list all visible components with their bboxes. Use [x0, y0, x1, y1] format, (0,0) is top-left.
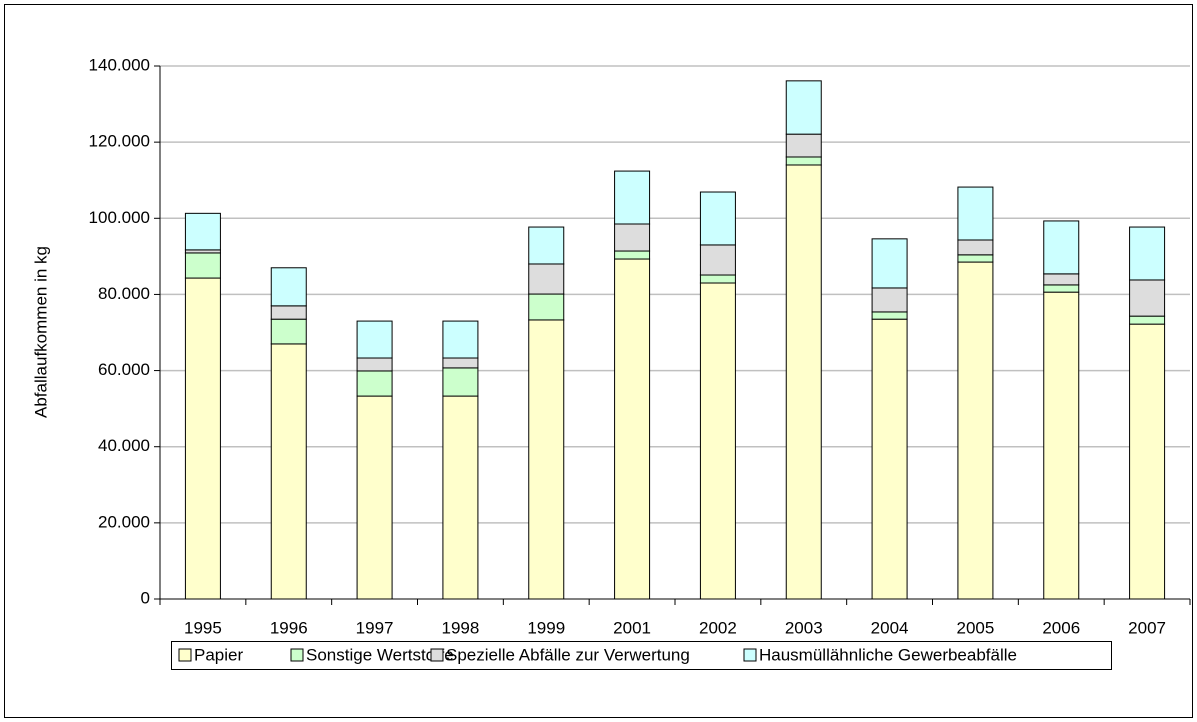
- bar-segment: [270, 318, 307, 345]
- bar-segment: [356, 370, 393, 397]
- bar-segment: [957, 239, 994, 256]
- bar-segment: [442, 395, 479, 600]
- bar-segment: [1043, 220, 1080, 275]
- bar-segment: [1129, 226, 1166, 281]
- chart-frame: [4, 4, 1193, 718]
- bar-segment: [957, 254, 994, 263]
- x-tick-label: 1996: [270, 618, 308, 637]
- legend-label: Spezielle Abfälle zur Verwertung: [446, 645, 690, 664]
- x-tick-label: 2001: [613, 618, 651, 637]
- y-tick-label: 20.000: [98, 512, 150, 531]
- bar-segment: [184, 252, 221, 279]
- x-tick-label: 1998: [442, 618, 480, 637]
- bar-segment: [614, 223, 651, 252]
- bar-segment: [785, 156, 822, 166]
- bar-segment: [528, 263, 565, 295]
- bar-segment: [699, 191, 736, 246]
- bar-segment: [785, 80, 822, 135]
- bar-segment: [528, 319, 565, 600]
- bar-segment: [1043, 284, 1080, 293]
- legend-swatch: [290, 648, 304, 662]
- legend-label: Papier: [194, 645, 243, 664]
- y-tick-label: 80.000: [98, 284, 150, 303]
- bar-segment: [356, 357, 393, 372]
- legend-swatch: [178, 648, 192, 662]
- bar-segment: [871, 311, 908, 320]
- bar-segment: [785, 164, 822, 600]
- bar-segment: [442, 367, 479, 397]
- y-tick-label: 100.000: [89, 208, 150, 227]
- x-tick-label: 1995: [184, 618, 222, 637]
- bar-segment: [1129, 279, 1166, 317]
- x-tick-label: 2005: [957, 618, 995, 637]
- bar-segment: [871, 318, 908, 600]
- x-tick-label: 2004: [871, 618, 909, 637]
- legend-box: [171, 641, 1112, 670]
- bar-segment: [957, 261, 994, 600]
- legend-swatch: [430, 648, 444, 662]
- y-tick-label: 0: [141, 588, 150, 607]
- bar-segment: [442, 357, 479, 369]
- bar-segment: [356, 395, 393, 600]
- bar-segment: [1129, 315, 1166, 325]
- bar-segment: [699, 244, 736, 276]
- bar-segment: [270, 343, 307, 600]
- bar-segment: [614, 258, 651, 600]
- y-tick-label: 60.000: [98, 360, 150, 379]
- legend-label: Sonstige Wertstoffe: [306, 645, 454, 664]
- y-tick-label: 140.000: [89, 55, 150, 74]
- bar-segment: [270, 305, 307, 320]
- bar-segment: [871, 238, 908, 289]
- x-tick-label: 1999: [527, 618, 565, 637]
- bar-segment: [184, 212, 221, 251]
- bar-segment: [270, 267, 307, 307]
- x-tick-label: 2003: [785, 618, 823, 637]
- bar-segment: [871, 287, 908, 313]
- legend-swatch: [743, 648, 757, 662]
- legend-label: Hausmüllähnliche Gewerbeabfälle: [759, 645, 1017, 664]
- bar-segment: [442, 320, 479, 359]
- bar-segment: [1043, 273, 1080, 286]
- bar-segment: [528, 226, 565, 265]
- bar-segment: [1043, 291, 1080, 600]
- x-tick-label: 2006: [1042, 618, 1080, 637]
- bar-segment: [957, 186, 994, 241]
- y-tick-label: 40.000: [98, 436, 150, 455]
- x-tick-label: 1997: [356, 618, 394, 637]
- bar-segment: [699, 282, 736, 600]
- y-tick-label: 120.000: [89, 132, 150, 151]
- bar-segment: [356, 320, 393, 359]
- x-tick-label: 2002: [699, 618, 737, 637]
- bar-segment: [699, 274, 736, 284]
- bar-segment: [614, 170, 651, 225]
- bar-segment: [184, 277, 221, 600]
- bar-segment: [528, 293, 565, 321]
- y-axis-title: Abfallaufkommen in kg: [31, 246, 50, 418]
- x-tick-label: 2007: [1128, 618, 1166, 637]
- bar-segment: [785, 133, 822, 158]
- bar-segment: [614, 250, 651, 260]
- bar-segment: [1129, 323, 1166, 600]
